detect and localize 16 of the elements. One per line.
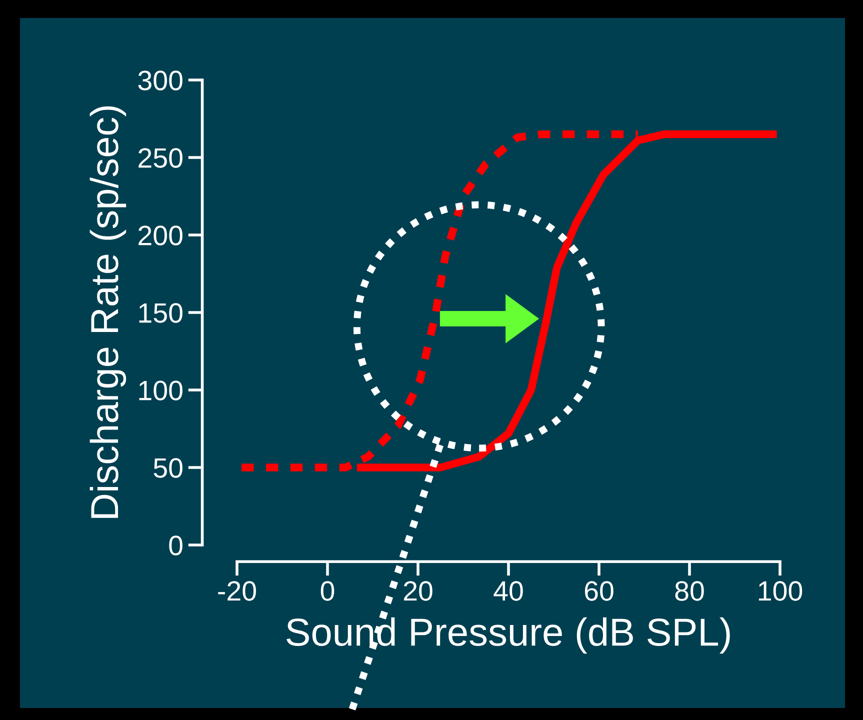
y-tick-label: 200 <box>138 226 182 246</box>
y-tick-label: 50 <box>154 458 182 478</box>
x-tick-label: -20 <box>218 581 256 601</box>
y-tick-label: 0 <box>169 536 182 556</box>
y-tick-label: 300 <box>138 70 182 90</box>
x-tick-label: 40 <box>494 581 523 601</box>
y-tick-label: 100 <box>139 380 182 400</box>
y-axis-title: Discharge Rate (sp/sec) <box>90 106 126 518</box>
x-tick-label: 0 <box>320 581 334 601</box>
x-tick-label: 80 <box>675 581 704 601</box>
x-axis-title: Sound Pressure (dB SPL) <box>286 617 730 654</box>
y-tick-label: 150 <box>139 303 182 323</box>
x-tick-label: 100 <box>758 581 802 601</box>
x-tick-label: 60 <box>584 581 614 601</box>
y-tick-label: 250 <box>138 148 182 168</box>
x-tick-label: 20 <box>404 581 432 601</box>
